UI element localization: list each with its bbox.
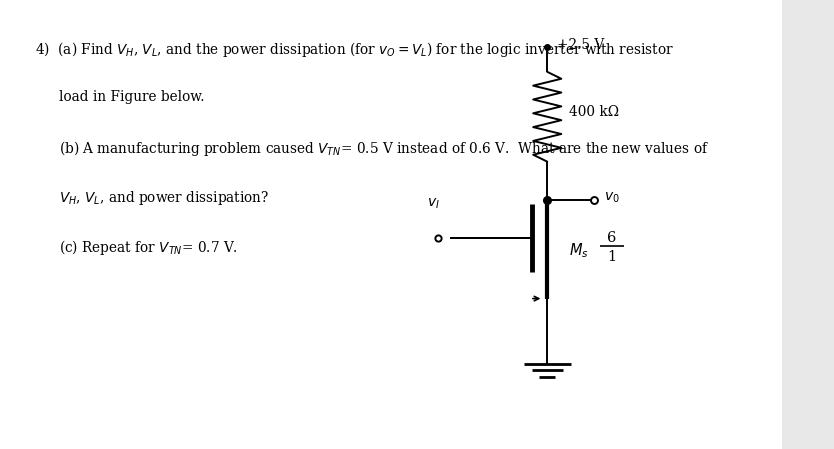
Text: $v_I$: $v_I$ [428, 197, 440, 211]
Text: $V_H$, $V_L$, and power dissipation?: $V_H$, $V_L$, and power dissipation? [58, 189, 269, 207]
Text: 1: 1 [608, 250, 616, 264]
Text: $M_s$: $M_s$ [569, 241, 589, 260]
Text: (c) Repeat for $V_{TN}$= 0.7 V.: (c) Repeat for $V_{TN}$= 0.7 V. [58, 238, 238, 257]
Text: 6: 6 [607, 231, 617, 245]
Text: 4)  (a) Find $V_H$, $V_L$, and the power dissipation (for $v_O = V_L$) for the l: 4) (a) Find $V_H$, $V_L$, and the power … [35, 40, 674, 59]
FancyBboxPatch shape [0, 0, 781, 449]
Text: $v_0$: $v_0$ [604, 190, 620, 205]
Text: +2.5 V: +2.5 V [557, 38, 605, 52]
Text: load in Figure below.: load in Figure below. [58, 90, 204, 104]
Text: 400 kΩ: 400 kΩ [569, 105, 620, 119]
Text: (b) A manufacturing problem caused $V_{TN}$= 0.5 V instead of 0.6 V.  What are t: (b) A manufacturing problem caused $V_{T… [58, 139, 709, 158]
